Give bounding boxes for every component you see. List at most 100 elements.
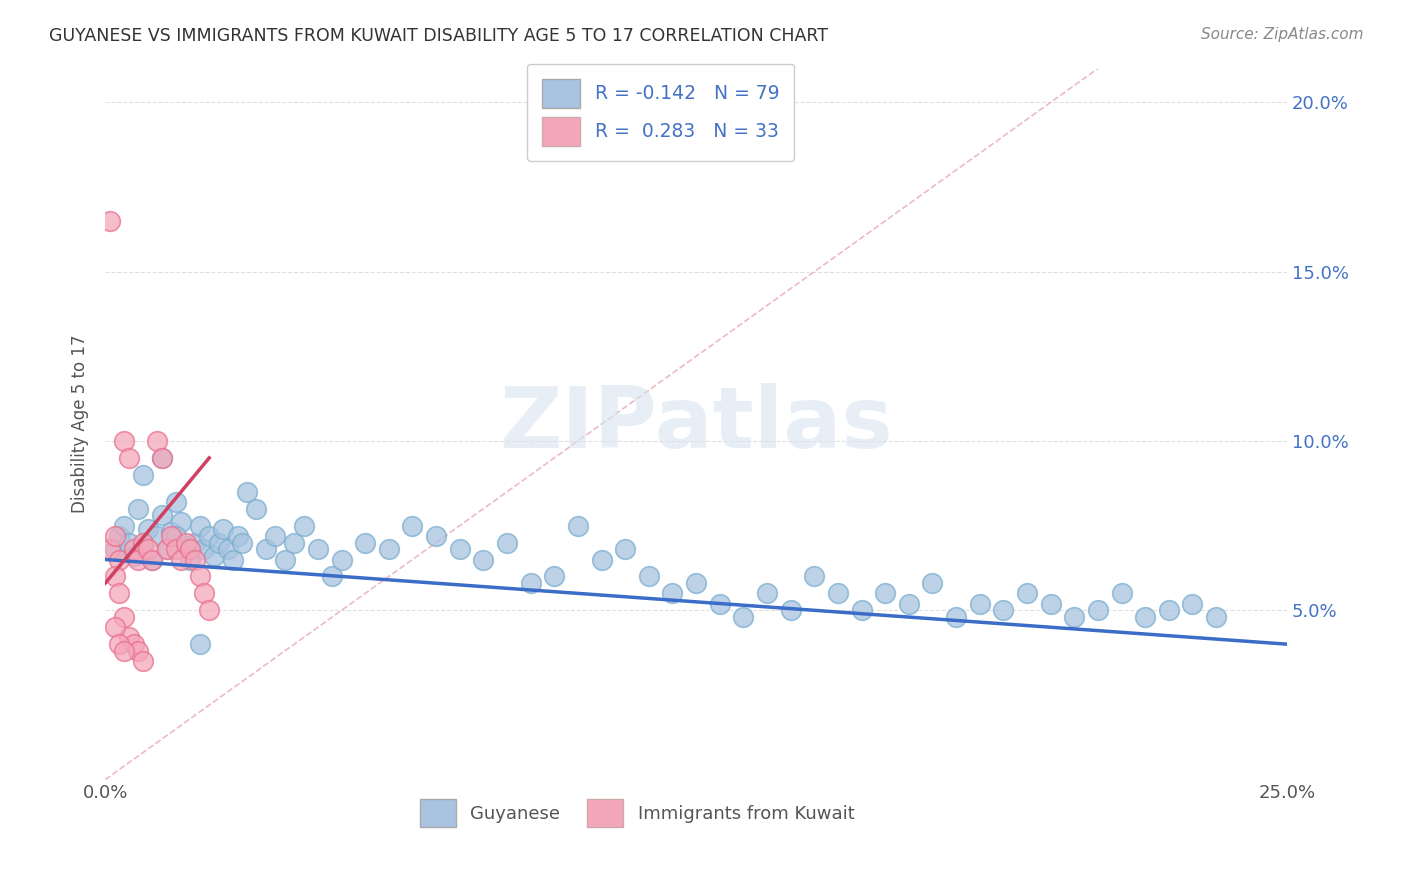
Point (188, 569, 211, 583)
Point (193, 542, 215, 557)
Point (1157, 603, 1180, 617)
Text: Source: ZipAtlas.com: Source: ZipAtlas.com (1201, 27, 1364, 42)
Point (179, 552, 201, 566)
Point (104, 542, 127, 557)
Point (108, 586, 131, 600)
Point (330, 552, 353, 566)
Point (160, 529, 183, 543)
Point (354, 535, 377, 549)
Point (472, 552, 495, 566)
Point (198, 529, 221, 543)
Point (321, 569, 343, 583)
Point (945, 610, 967, 624)
Point (756, 586, 779, 600)
Point (496, 535, 519, 549)
Point (146, 434, 169, 448)
Point (543, 569, 565, 583)
Point (104, 620, 127, 634)
Point (188, 518, 211, 533)
Point (127, 552, 149, 566)
Point (217, 542, 239, 557)
Point (378, 542, 401, 557)
Point (897, 597, 920, 611)
Point (118, 631, 141, 645)
Point (401, 518, 423, 533)
Point (108, 529, 131, 543)
Point (264, 529, 287, 543)
Point (122, 637, 145, 651)
Point (637, 569, 659, 583)
Point (141, 552, 163, 566)
Point (156, 542, 179, 557)
Point (685, 576, 707, 591)
Point (254, 542, 277, 557)
Point (1181, 597, 1204, 611)
Point (132, 535, 155, 549)
Point (212, 522, 235, 536)
Point (174, 539, 197, 553)
Point (127, 501, 149, 516)
Point (127, 644, 149, 658)
Point (146, 529, 169, 543)
Point (969, 597, 991, 611)
Point (921, 576, 943, 591)
Point (112, 610, 135, 624)
Point (245, 501, 267, 516)
Point (779, 603, 801, 617)
Point (222, 552, 245, 566)
Point (174, 535, 197, 549)
Point (118, 535, 141, 549)
Point (170, 552, 193, 566)
Point (425, 529, 447, 543)
Point (156, 542, 179, 557)
Point (661, 586, 683, 600)
Point (136, 542, 159, 557)
Point (104, 569, 127, 583)
Point (591, 552, 613, 566)
Point (122, 542, 145, 557)
Point (1205, 610, 1227, 624)
Point (449, 542, 471, 557)
Point (132, 654, 155, 668)
Point (132, 467, 155, 482)
Point (198, 603, 221, 617)
Point (1133, 610, 1156, 624)
Point (108, 552, 131, 566)
Point (193, 586, 215, 600)
Point (170, 515, 193, 529)
Point (875, 586, 897, 600)
Point (112, 644, 135, 658)
Point (208, 535, 231, 549)
Point (292, 518, 315, 533)
Point (165, 495, 187, 509)
Point (184, 552, 207, 566)
Point (226, 529, 249, 543)
Point (150, 450, 173, 465)
Point (179, 542, 201, 557)
Point (165, 542, 187, 557)
Point (519, 576, 541, 591)
Point (307, 542, 329, 557)
Text: ZIPatlas: ZIPatlas (499, 383, 893, 466)
Legend: Guyanese, Immigrants from Kuwait: Guyanese, Immigrants from Kuwait (412, 792, 862, 835)
Point (1063, 610, 1085, 624)
Point (141, 552, 163, 566)
Point (231, 535, 253, 549)
Point (112, 434, 135, 448)
Point (108, 637, 131, 651)
Point (283, 535, 305, 549)
Point (803, 569, 825, 583)
Point (202, 549, 225, 563)
Point (150, 508, 173, 523)
Point (104, 529, 127, 543)
Point (136, 522, 159, 536)
Point (1039, 597, 1062, 611)
Point (851, 603, 873, 617)
Point (733, 610, 755, 624)
Point (160, 525, 183, 540)
Point (236, 484, 259, 499)
Point (709, 597, 731, 611)
Text: GUYANESE VS IMMIGRANTS FROM KUWAIT DISABILITY AGE 5 TO 17 CORRELATION CHART: GUYANESE VS IMMIGRANTS FROM KUWAIT DISAB… (49, 27, 828, 45)
Point (1111, 586, 1133, 600)
Point (567, 518, 589, 533)
